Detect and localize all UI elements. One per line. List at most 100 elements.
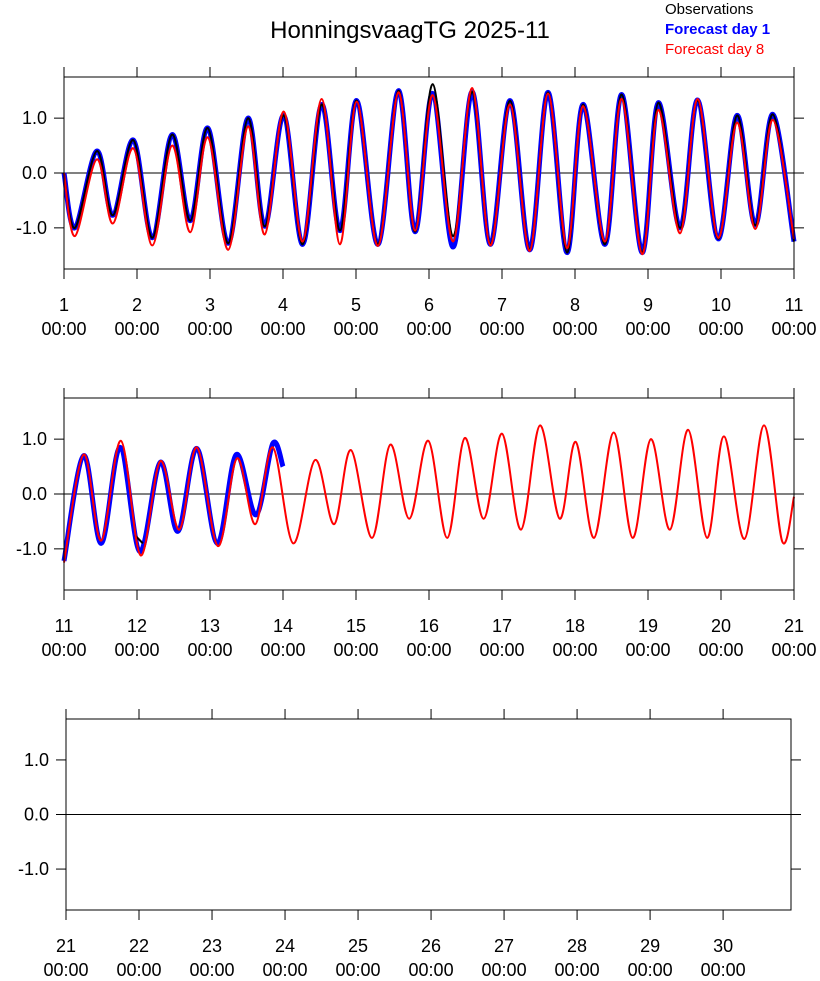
x-tick-day: 17: [492, 616, 512, 636]
x-tick-label: 10 00:00: [698, 295, 743, 339]
x-tick-label: 22 00:00: [116, 936, 161, 980]
x-tick-label: 30 00:00: [701, 936, 746, 980]
x-tick-day: 4: [278, 295, 288, 315]
x-tick-label: 26 00:00: [409, 936, 454, 980]
x-tick-label: 20 00:00: [698, 616, 743, 660]
x-tick-label: 11 00:00: [41, 616, 86, 660]
x-tick-day: 11: [785, 295, 804, 315]
x-tick-time: 00:00: [479, 640, 524, 660]
x-tick-day: 2: [132, 295, 142, 315]
x-tick-day: 12: [127, 616, 147, 636]
x-tick-time: 00:00: [260, 319, 305, 339]
x-tick-time: 00:00: [771, 640, 816, 660]
x-tick-time: 00:00: [260, 640, 305, 660]
x-tick-time: 00:00: [698, 640, 743, 660]
x-tick-label: 19 00:00: [625, 616, 670, 660]
x-tick-time: 00:00: [482, 960, 527, 980]
y-tick-label: 1.0: [22, 108, 47, 128]
title: HonningsvaagTG 2025-11: [270, 17, 550, 44]
x-tick-label: 11 00:00: [771, 295, 816, 339]
x-tick-label: 8 00:00: [552, 295, 597, 339]
x-tick-time: 00:00: [114, 319, 159, 339]
x-tick-day: 3: [205, 295, 215, 315]
x-tick-day: 24: [275, 936, 295, 956]
x-tick-time: 00:00: [555, 960, 600, 980]
x-tick-time: 00:00: [409, 960, 454, 980]
x-tick-label: 18 00:00: [552, 616, 597, 660]
x-tick-label: 6 00:00: [406, 295, 451, 339]
x-tick-time: 00:00: [116, 960, 161, 980]
x-tick-time: 00:00: [114, 640, 159, 660]
y-tick-label: 0.0: [24, 805, 49, 825]
x-tick-day: 16: [419, 616, 439, 636]
x-tick-label: 21 00:00: [43, 936, 88, 980]
series-line: [61, 439, 286, 562]
x-tick-time: 00:00: [406, 640, 451, 660]
x-tick-label: 12 00:00: [114, 616, 159, 660]
x-tick-time: 00:00: [41, 319, 86, 339]
series-line: [63, 86, 795, 256]
x-tick-day: 1: [59, 295, 69, 315]
x-tick-day: 18: [565, 616, 585, 636]
x-tick-label: 7 00:00: [479, 295, 524, 339]
x-tick-label: 28 00:00: [555, 936, 600, 980]
x-tick-day: 21: [56, 936, 76, 956]
x-tick-day: 8: [570, 295, 580, 315]
x-tick-label: 4 00:00: [260, 295, 305, 339]
x-tick-day: 9: [643, 295, 653, 315]
x-tick-label: 23 00:00: [189, 936, 234, 980]
x-tick-label: 13 00:00: [187, 616, 232, 660]
x-tick-time: 00:00: [628, 960, 673, 980]
legend-entry: Observations: [665, 1, 753, 18]
x-tick-label: 24 00:00: [263, 936, 308, 980]
x-tick-day: 25: [348, 936, 368, 956]
x-tick-day: 26: [421, 936, 441, 956]
x-tick-time: 00:00: [552, 640, 597, 660]
y-tick-label: 0.0: [22, 163, 47, 183]
x-tick-label: 1 00:00: [41, 295, 86, 339]
x-tick-time: 00:00: [479, 319, 524, 339]
x-tick-label: 3 00:00: [187, 295, 232, 339]
x-tick-day: 19: [638, 616, 658, 636]
x-tick-time: 00:00: [771, 319, 816, 339]
x-tick-time: 00:00: [336, 960, 381, 980]
x-tick-day: 27: [494, 936, 514, 956]
x-tick-day: 5: [351, 295, 361, 315]
x-tick-label: 27 00:00: [482, 936, 527, 980]
x-tick-day: 30: [713, 936, 733, 956]
x-tick-day: 20: [711, 616, 731, 636]
x-tick-day: 29: [640, 936, 660, 956]
x-tick-time: 00:00: [263, 960, 308, 980]
x-tick-day: 7: [497, 295, 507, 315]
x-tick-day: 28: [567, 936, 587, 956]
y-tick-label: -1.0: [16, 218, 47, 238]
x-tick-time: 00:00: [187, 319, 232, 339]
y-tick-label: 1.0: [24, 750, 49, 770]
y-tick-label: 1.0: [22, 429, 47, 449]
x-tick-time: 00:00: [189, 960, 234, 980]
x-tick-time: 00:00: [701, 960, 746, 980]
x-tick-time: 00:00: [698, 319, 743, 339]
x-tick-day: 15: [346, 616, 366, 636]
x-tick-time: 00:00: [333, 319, 378, 339]
y-tick-label: -1.0: [16, 539, 47, 559]
x-tick-label: 15 00:00: [333, 616, 378, 660]
y-tick-label: 0.0: [22, 484, 47, 504]
legend-entry: Forecast day 8: [665, 41, 764, 58]
x-tick-day: 22: [129, 936, 149, 956]
x-tick-time: 00:00: [625, 319, 670, 339]
x-tick-time: 00:00: [187, 640, 232, 660]
x-tick-label: 2 00:00: [114, 295, 159, 339]
x-tick-day: 10: [711, 295, 731, 315]
x-tick-label: 5 00:00: [333, 295, 378, 339]
x-tick-label: 14 00:00: [260, 616, 305, 660]
legend-entry: Forecast day 1: [665, 21, 770, 38]
x-tick-label: 29 00:00: [628, 936, 673, 980]
x-tick-day: 6: [424, 295, 434, 315]
x-tick-day: 11: [55, 616, 74, 636]
x-tick-day: 14: [273, 616, 293, 636]
x-tick-time: 00:00: [625, 640, 670, 660]
x-tick-label: 9 00:00: [625, 295, 670, 339]
x-tick-day: 13: [200, 616, 220, 636]
